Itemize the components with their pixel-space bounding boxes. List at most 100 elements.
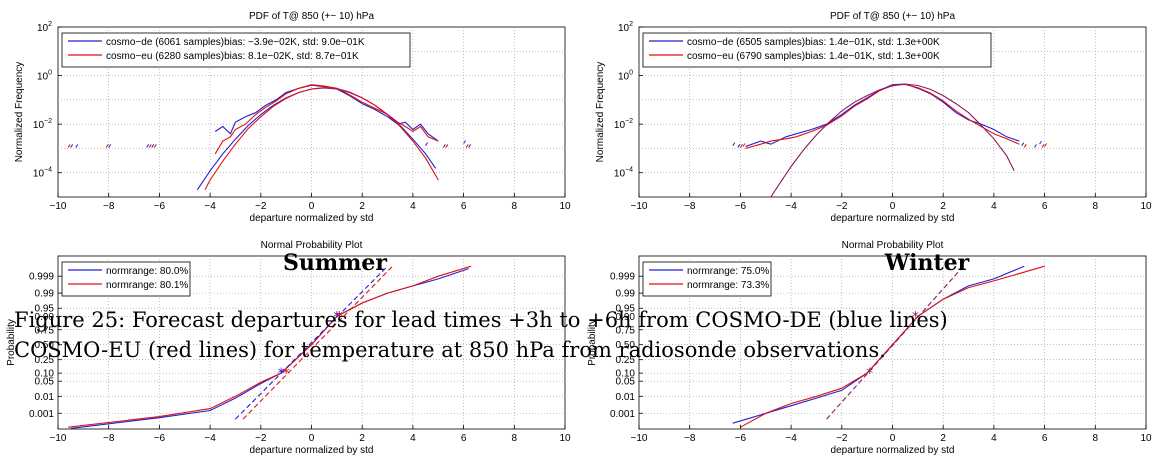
x-tick-label: 8 bbox=[1093, 433, 1099, 444]
y-tick-label: 0.50 bbox=[35, 340, 55, 351]
y-tick-label: 0.05 bbox=[616, 377, 636, 388]
y-tick-label: 0.01 bbox=[616, 392, 636, 403]
gaussian-fit-line bbox=[204, 87, 439, 190]
x-tick-label: −8 bbox=[103, 201, 115, 212]
outlier-mark bbox=[70, 144, 74, 148]
outlier-mark bbox=[67, 144, 71, 148]
outlier-mark bbox=[146, 144, 150, 148]
x-axis-label: departure normalized by std bbox=[831, 213, 955, 224]
x-tick-label: 8 bbox=[1093, 201, 1099, 212]
x-axis-label: departure normalized by std bbox=[831, 445, 955, 456]
outlier-mark bbox=[463, 140, 467, 144]
x-tick-label: −6 bbox=[154, 201, 166, 212]
y-tick-label: 0.99 bbox=[616, 289, 636, 300]
x-tick-label: −4 bbox=[204, 201, 216, 212]
y-tick-label: 0.99 bbox=[35, 289, 55, 300]
outlier-mark bbox=[151, 144, 155, 148]
x-tick-label: 10 bbox=[1140, 433, 1152, 444]
gaussian-fit-line bbox=[770, 83, 1015, 197]
reference-line bbox=[826, 265, 964, 420]
x-tick-label: −8 bbox=[684, 433, 696, 444]
quantile-marker: * bbox=[283, 366, 290, 382]
outlier-mark bbox=[1044, 143, 1048, 147]
x-tick-label: −10 bbox=[631, 433, 648, 444]
outlier-mark bbox=[1021, 142, 1025, 146]
x-tick-label: −2 bbox=[255, 201, 267, 212]
outlier-mark bbox=[739, 144, 743, 148]
outlier-mark bbox=[425, 142, 428, 146]
y-tick-label: 0.75 bbox=[616, 325, 636, 336]
x-tick-label: 0 bbox=[309, 433, 315, 444]
y-tick-label: 100 bbox=[37, 70, 52, 83]
x-tick-label: 10 bbox=[1140, 201, 1152, 212]
caption-line-1: Figure 25: Forecast departures for lead … bbox=[14, 308, 948, 332]
legend-label: normrange: 73.3% bbox=[687, 280, 769, 291]
x-tick-label: 4 bbox=[410, 201, 416, 212]
plot-area: ** bbox=[732, 265, 1045, 428]
outlier-mark bbox=[468, 144, 472, 148]
x-tick-label: 2 bbox=[359, 201, 365, 212]
panel-npp-summer: −10 −8 −6 −4 −2 0 2 4 6 8 10 0.999 0.99 0.950.90 0.75 0… bbox=[6, 240, 571, 456]
x-tick-label: 8 bbox=[512, 433, 518, 444]
plot-area bbox=[732, 83, 1048, 197]
chart-title: Normal Probability Plot bbox=[842, 240, 944, 251]
y-tick-label: 0.999 bbox=[610, 272, 635, 283]
y-axis-label: Normalized Frequency bbox=[14, 62, 25, 163]
outlier-mark bbox=[75, 144, 79, 148]
x-tick-label: −4 bbox=[204, 433, 216, 444]
legend-label: cosmo−eu (6790 samples)bias: 1.4e−01K, s… bbox=[687, 51, 940, 62]
y-tick-label: 0.001 bbox=[29, 409, 54, 420]
y-tick-label: 0.95 bbox=[35, 304, 55, 315]
y-axis-label: Probability bbox=[6, 319, 17, 366]
outlier-mark bbox=[445, 144, 449, 148]
y-tick-label: 10−4 bbox=[33, 167, 52, 180]
legend-label: cosmo−eu (6280 samples)bias: 8.1e−02K, s… bbox=[106, 51, 359, 62]
chart-title: Normal Probability Plot bbox=[261, 240, 363, 251]
outlier-mark bbox=[742, 143, 746, 147]
x-tick-label: 0 bbox=[890, 433, 896, 444]
y-tick-label: 0.01 bbox=[35, 392, 55, 403]
legend-box bbox=[642, 32, 992, 68]
y-tick-label: 0.75 bbox=[35, 325, 55, 336]
x-tick-label: −10 bbox=[50, 201, 67, 212]
caption-line-2: COSMO-EU (red lines) for temperature at … bbox=[14, 338, 886, 362]
x-tick-label: 0 bbox=[890, 201, 896, 212]
y-tick-label: 0.95 bbox=[616, 304, 636, 315]
y-tick-label: 10−2 bbox=[33, 118, 52, 131]
x-tick-label: 8 bbox=[512, 201, 518, 212]
plot-area bbox=[67, 84, 472, 191]
y-tick-label: 0.001 bbox=[610, 409, 635, 420]
y-tick-label: 0.999 bbox=[29, 272, 54, 283]
outlier-mark bbox=[153, 144, 157, 148]
x-tick-label: 6 bbox=[1042, 201, 1048, 212]
x-tick-label: 2 bbox=[940, 201, 946, 212]
legend-label: normrange: 80.1% bbox=[106, 280, 188, 291]
x-tick-label: 10 bbox=[559, 433, 571, 444]
outlier-mark bbox=[1041, 144, 1045, 148]
outlier-mark bbox=[442, 144, 446, 148]
outlier-mark bbox=[148, 144, 152, 148]
outlier-mark bbox=[465, 144, 469, 148]
legend-box bbox=[61, 32, 411, 68]
series-line-1 bbox=[68, 265, 472, 428]
chart-title: PDF of T@ 850 (+− 10) hPa bbox=[249, 11, 374, 22]
quantile-marker: * bbox=[278, 366, 285, 382]
legend-label: cosmo−de (6061 samples)bias: −3.9e−02K, … bbox=[106, 37, 365, 48]
x-tick-label: 6 bbox=[1042, 433, 1048, 444]
x-tick-label: −2 bbox=[836, 201, 848, 212]
y-axis-label: Probability bbox=[587, 319, 598, 366]
legend-box bbox=[61, 261, 191, 297]
panel-pdf-winter: −10 −8 −6 −4 −2 0 2 4 6 8 10 102 100 10−2 10−4 PDF of T… bbox=[595, 11, 1152, 224]
y-tick-label: 102 bbox=[618, 21, 633, 34]
x-tick-label: −8 bbox=[684, 201, 696, 212]
reference-line bbox=[242, 265, 394, 420]
x-tick-label: 2 bbox=[940, 433, 946, 444]
x-tick-label: −10 bbox=[631, 201, 648, 212]
legend: normrange: 80.0% normrange: 80.1% bbox=[61, 261, 191, 297]
plot-area: **** bbox=[68, 265, 472, 429]
outlier-mark bbox=[108, 144, 112, 148]
legend-label: cosmo−de (6505 samples)bias: 1.4e−01K, s… bbox=[687, 37, 940, 48]
quantile-marker: * bbox=[866, 366, 873, 382]
x-tick-label: −6 bbox=[735, 433, 747, 444]
